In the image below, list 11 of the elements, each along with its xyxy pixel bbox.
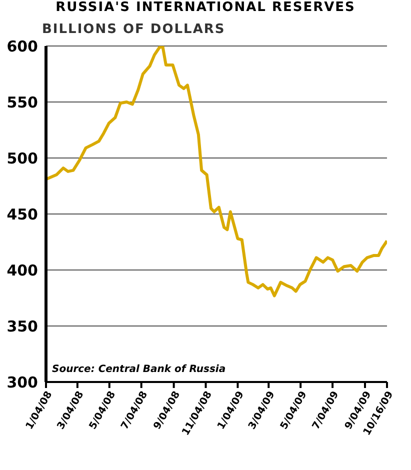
- y-tick-label: 500: [6, 149, 38, 168]
- annotation: Source: Central Bank of Russia: [52, 364, 226, 375]
- y-tick-label: 600: [6, 37, 38, 56]
- y-tick-label: 550: [6, 93, 38, 112]
- y-tick-label: 300: [6, 373, 38, 392]
- chart-title: RUSSIA'S INTERNATIONAL RESERVES: [54, 0, 356, 15]
- y-axis-title: BILLIONS OF DOLLARS: [42, 22, 226, 37]
- line-series: [46, 46, 387, 298]
- y-tick-label: 400: [6, 261, 38, 280]
- y-tick-label: 350: [6, 317, 38, 336]
- y-tick-label: 450: [6, 205, 38, 224]
